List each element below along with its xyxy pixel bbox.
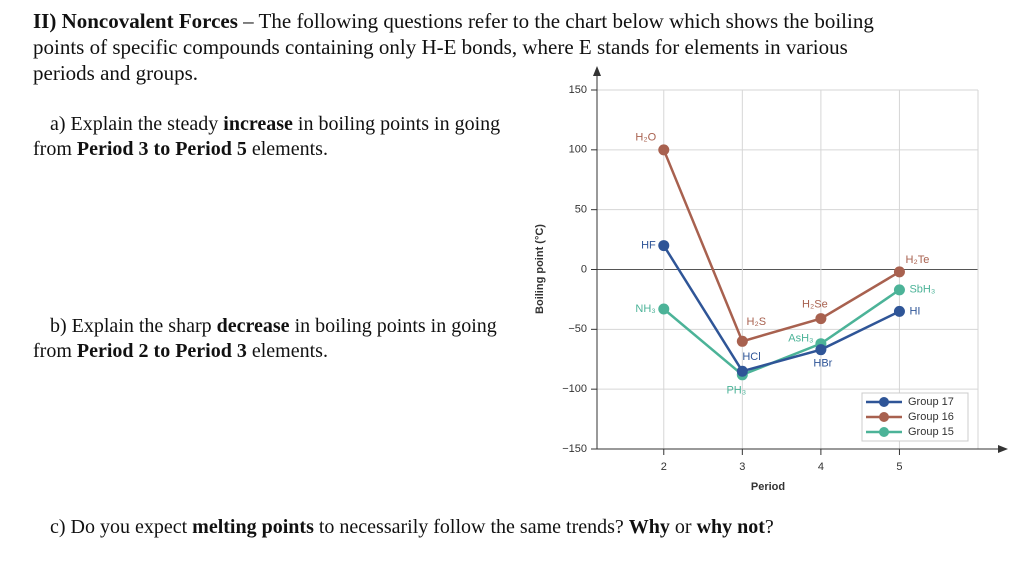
question-text: in boiling points in going from xyxy=(33,113,501,160)
data-point xyxy=(658,144,670,156)
y-tick-label: 150 xyxy=(569,84,587,96)
series-line xyxy=(662,244,900,373)
x-axis-label: Period xyxy=(751,481,785,493)
question-text: ? xyxy=(764,516,774,538)
data-point xyxy=(736,335,748,347)
header-text: – The following questions refer to the c… xyxy=(33,9,874,85)
y-tick-label: −100 xyxy=(562,383,587,395)
data-point xyxy=(893,266,905,278)
series-line xyxy=(662,149,901,343)
data-point xyxy=(893,284,905,296)
data-point xyxy=(658,240,670,252)
x-tick-label: 5 xyxy=(896,461,902,473)
legend-marker xyxy=(879,427,889,437)
data-point xyxy=(815,313,827,325)
question: c) Do you expect melting points to neces… xyxy=(50,515,950,540)
question-text: to necessarily follow the same trends? xyxy=(313,516,629,538)
legend-label: Group 15 xyxy=(908,426,954,438)
question: a) Explain the steady increase in boilin… xyxy=(33,112,503,162)
question-text: or xyxy=(669,516,697,538)
point-label: H₂S xyxy=(747,316,767,328)
data-point xyxy=(736,365,748,377)
data-point xyxy=(815,344,827,356)
y-axis-label: Boiling point (°C) xyxy=(534,224,546,314)
emphasis: Period 3 to Period 5 xyxy=(76,138,247,160)
y-tick-label: 0 xyxy=(581,263,587,275)
question-text: b) Explain the sharp xyxy=(50,315,217,337)
header-title: II) Noncovalent Forces xyxy=(33,9,238,33)
emphasis: Why xyxy=(628,516,670,538)
question-text: elements. xyxy=(246,340,328,362)
data-point xyxy=(893,305,905,317)
y-tick-label: −50 xyxy=(568,323,587,335)
y-axis-arrow xyxy=(593,66,601,76)
emphasis: melting points xyxy=(192,516,314,538)
question-text: in boiling points in going from xyxy=(33,315,497,362)
point-label: HI xyxy=(909,305,920,317)
emphasis: increase xyxy=(223,113,293,135)
emphasis: decrease xyxy=(216,315,290,337)
point-label: NH₃ xyxy=(635,303,655,315)
emphasis: Period 2 to Period 3 xyxy=(76,340,247,362)
question-text: c) Do you expect xyxy=(50,516,193,538)
point-label: H₂Te xyxy=(906,254,930,266)
question-text: a) Explain the steady xyxy=(50,113,224,135)
point-label: HBr xyxy=(813,358,832,370)
x-tick-label: 4 xyxy=(818,461,824,473)
point-label: HCl xyxy=(742,351,760,363)
point-label: PH₃ xyxy=(726,385,746,397)
data-point xyxy=(658,303,670,315)
question: b) Explain the sharp decrease in boiling… xyxy=(33,314,503,364)
point-label: SbH₃ xyxy=(909,284,935,296)
point-label: H₂O xyxy=(635,132,656,144)
legend-label: Group 17 xyxy=(908,396,954,408)
y-tick-label: 100 xyxy=(569,144,587,156)
legend-marker xyxy=(879,412,889,422)
question-text: elements. xyxy=(246,138,328,160)
point-label: AsH₃ xyxy=(788,333,813,345)
emphasis: why not xyxy=(696,516,765,538)
legend-marker xyxy=(879,397,889,407)
point-label: HF xyxy=(641,239,656,251)
legend-label: Group 16 xyxy=(908,411,954,423)
x-axis-arrow xyxy=(998,445,1008,453)
x-tick-label: 2 xyxy=(661,461,667,473)
x-tick-label: 3 xyxy=(739,461,745,473)
y-tick-label: 50 xyxy=(575,204,587,216)
point-label: H₂Se xyxy=(802,298,828,310)
header: II) Noncovalent Forces – The following q… xyxy=(33,8,903,86)
y-tick-label: −150 xyxy=(562,443,587,455)
